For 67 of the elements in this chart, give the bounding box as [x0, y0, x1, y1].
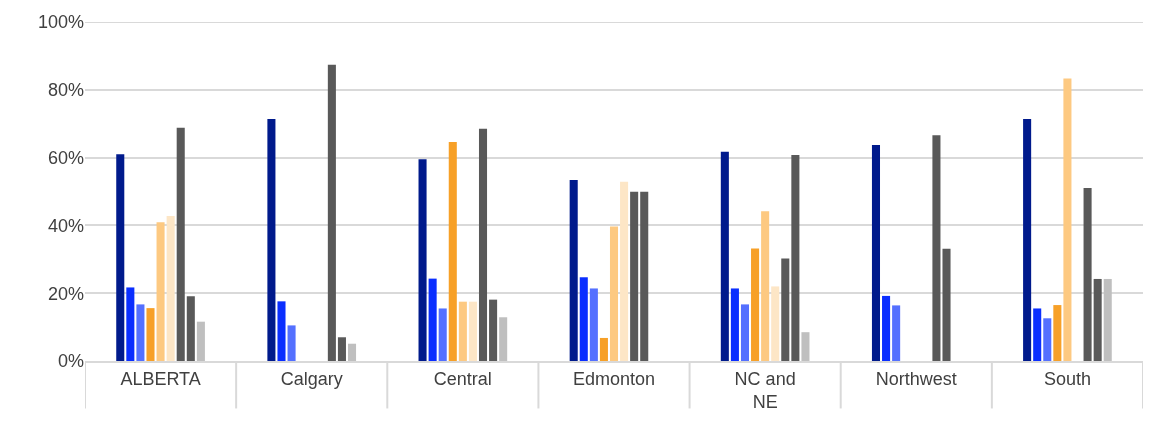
bar: [448, 142, 457, 361]
bar: [458, 301, 467, 361]
bar: [740, 304, 750, 361]
bar: [1063, 78, 1072, 361]
bar: [337, 337, 346, 361]
bar: [730, 288, 739, 361]
y-tick-label: 100%: [37, 12, 84, 33]
x-tick-label: South: [1043, 368, 1091, 389]
bar: [166, 215, 175, 361]
y-tick-label: 80%: [47, 80, 84, 101]
bar: [882, 295, 891, 361]
bar: [569, 179, 578, 361]
bar: [347, 343, 357, 361]
bar: [871, 145, 881, 361]
bar: [761, 211, 770, 361]
bar: [630, 191, 639, 361]
x-tick-label: ALBERTA: [120, 368, 201, 389]
x-tick-label: Northwest: [875, 368, 957, 389]
bar: [489, 299, 498, 361]
bar: [640, 191, 649, 361]
bar: [277, 301, 286, 361]
bar: [146, 308, 155, 361]
bar: [126, 287, 135, 361]
bar: [1043, 318, 1052, 361]
bar: [287, 325, 296, 361]
bar: [609, 226, 619, 361]
bar: [418, 159, 427, 361]
bar: [771, 286, 780, 361]
bar: [1023, 118, 1032, 361]
bar: [892, 305, 901, 361]
bar: [156, 222, 165, 361]
y-tick-label: 0%: [57, 351, 84, 372]
bar: [1033, 308, 1042, 361]
x-tick-label: NC and NE: [734, 368, 796, 412]
bar: [932, 135, 941, 361]
bar: [599, 337, 608, 361]
bar: [327, 64, 336, 361]
x-tick-label: Calgary: [280, 368, 343, 389]
bar: [267, 118, 276, 361]
y-tick-label: 40%: [47, 215, 84, 236]
bar: [468, 301, 477, 361]
bar: [1083, 188, 1092, 361]
bar: [589, 288, 598, 361]
bar: [791, 154, 800, 361]
bar: [579, 277, 588, 361]
bar: [620, 181, 629, 361]
bar: [428, 278, 437, 361]
bar: [136, 304, 145, 361]
bar: [438, 308, 447, 361]
bar: [781, 258, 790, 361]
bar: [751, 248, 760, 361]
x-tick-label: Central: [433, 368, 492, 389]
bar: [176, 127, 185, 361]
bar: [499, 317, 508, 361]
bar: [1053, 305, 1062, 361]
bar: [196, 321, 205, 361]
bar: [1103, 278, 1112, 361]
bar: [1093, 278, 1102, 361]
bar: [720, 151, 729, 361]
y-tick-label: 20%: [47, 283, 84, 304]
x-tick-label: Edmonton: [572, 368, 656, 389]
bar: [801, 332, 810, 361]
bar: [478, 128, 488, 361]
bar: [942, 248, 951, 361]
bar: [186, 296, 195, 361]
bar: [116, 154, 125, 361]
y-tick-label: 60%: [47, 147, 84, 168]
